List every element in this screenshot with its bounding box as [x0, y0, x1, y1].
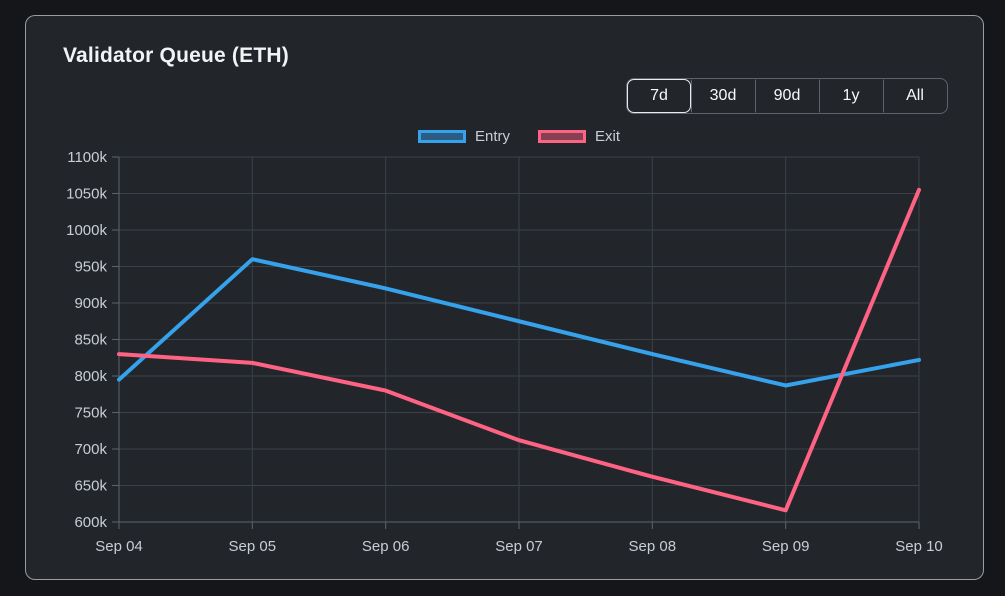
svg-text:1050k: 1050k	[66, 186, 107, 203]
svg-text:950k: 950k	[74, 259, 107, 276]
svg-text:600k: 600k	[74, 514, 107, 531]
chart-legend: Entry Exit	[119, 128, 919, 145]
svg-text:700k: 700k	[74, 441, 107, 458]
svg-text:Sep 07: Sep 07	[495, 538, 543, 555]
exit-series-swatch-icon	[538, 130, 586, 143]
svg-text:650k: 650k	[74, 478, 107, 495]
entry-series-swatch-icon	[417, 130, 466, 143]
validator-queue-card: Validator Queue (ETH) 7d 30d 90d 1y All …	[25, 15, 984, 580]
svg-text:Sep 10: Sep 10	[895, 538, 943, 555]
svg-text:850k: 850k	[74, 332, 107, 349]
range-button-1y[interactable]: 1y	[819, 79, 883, 113]
legend-item-entry[interactable]: Entry	[417, 128, 510, 145]
range-button-7d[interactable]: 7d	[627, 79, 691, 113]
range-button-90d[interactable]: 90d	[755, 79, 819, 113]
svg-text:Sep 05: Sep 05	[229, 538, 277, 555]
legend-label-exit: Exit	[595, 128, 621, 145]
svg-text:Sep 04: Sep 04	[95, 538, 143, 555]
time-range-selector: 7d 30d 90d 1y All	[626, 78, 948, 114]
legend-item-exit[interactable]: Exit	[538, 128, 620, 145]
svg-text:900k: 900k	[74, 295, 107, 312]
svg-text:750k: 750k	[74, 405, 107, 422]
chart-area: 600k 650k 700k 750k 800k 850k 900k 950k 1000k 105…	[61, 146, 981, 576]
svg-text:800k: 800k	[74, 368, 107, 385]
svg-text:Sep 08: Sep 08	[629, 538, 677, 555]
validator-queue-line-chart[interactable]: 600k 650k 700k 750k 800k 850k 900k 950k 1000k 105…	[61, 146, 981, 576]
range-button-all[interactable]: All	[883, 79, 947, 113]
page-title: Validator Queue (ETH)	[63, 44, 289, 67]
svg-text:1000k: 1000k	[66, 222, 107, 239]
svg-text:Sep 09: Sep 09	[762, 538, 810, 555]
legend-label-entry: Entry	[474, 128, 510, 145]
svg-text:1100k: 1100k	[67, 149, 107, 166]
range-button-30d[interactable]: 30d	[691, 79, 755, 113]
svg-text:Sep 06: Sep 06	[362, 538, 410, 555]
